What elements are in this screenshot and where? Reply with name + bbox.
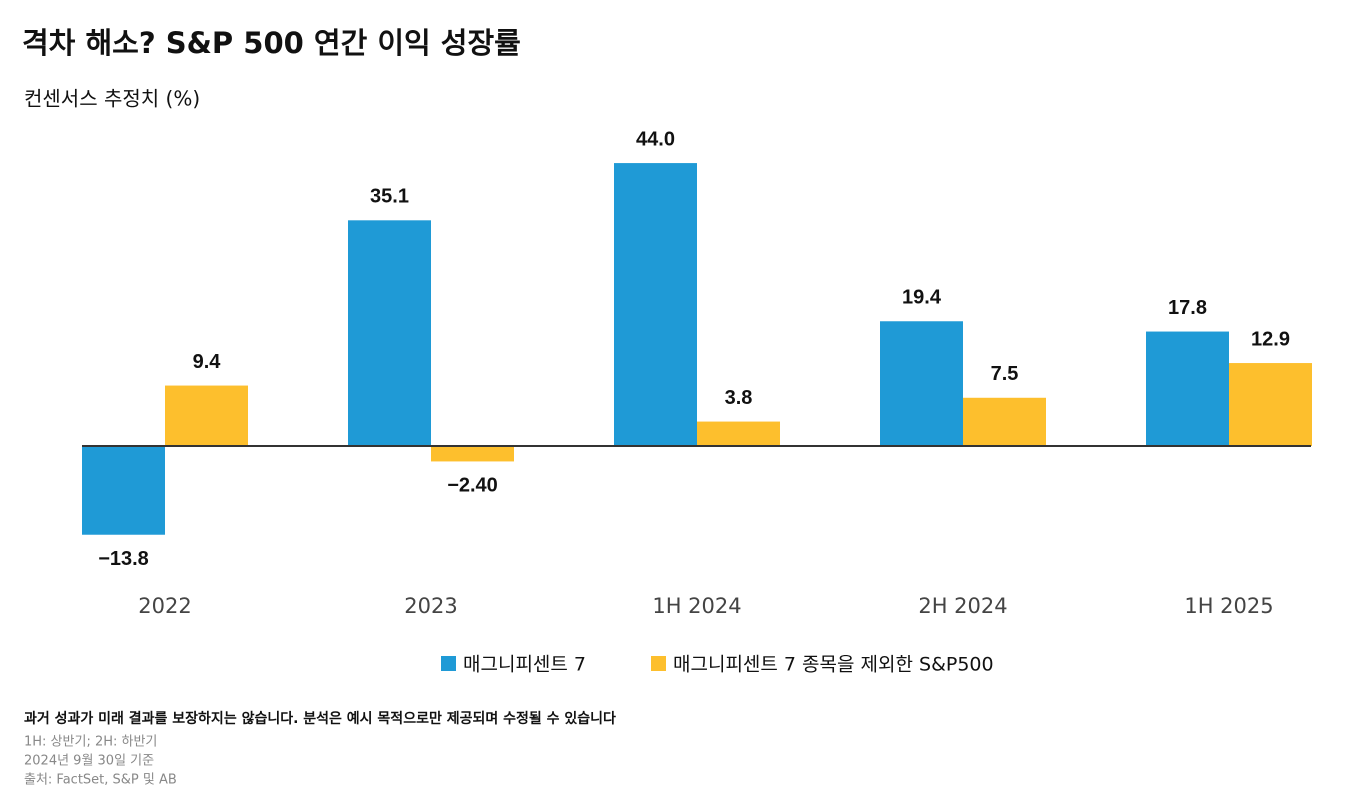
note: 2024년 9월 30일 기준 xyxy=(24,754,154,769)
legend-swatch xyxy=(441,656,456,671)
legend-label: 매그니피센트 7 종목을 제외한 S&P500 xyxy=(673,654,994,676)
x-tick-label: 2022 xyxy=(138,594,191,618)
bar xyxy=(1229,363,1312,446)
note: 출처: FactSet, S&P 및 AB xyxy=(24,773,177,788)
note: 과거 성과가 미래 결과를 보장하지는 않습니다. 분석은 예시 목적으로만 제… xyxy=(24,710,616,727)
bar xyxy=(165,385,248,446)
data-label: 9.4 xyxy=(193,351,222,373)
data-label: 7.5 xyxy=(991,363,1019,385)
bar xyxy=(1146,331,1229,446)
bar xyxy=(880,321,963,446)
data-label: −2.40 xyxy=(447,475,498,497)
bar xyxy=(82,446,165,535)
data-label: 12.9 xyxy=(1251,328,1290,350)
data-label: 17.8 xyxy=(1168,297,1207,319)
legend-label: 매그니피센트 7 xyxy=(463,654,586,676)
bar xyxy=(614,163,697,446)
data-label: 3.8 xyxy=(725,387,753,409)
x-tick-label: 1H 2024 xyxy=(652,594,741,618)
x-tick-label: 2H 2024 xyxy=(918,594,1007,618)
note: 1H: 상반기; 2H: 하반기 xyxy=(24,735,157,750)
data-label: 44.0 xyxy=(636,128,675,150)
x-tick-label: 1H 2025 xyxy=(1184,594,1273,618)
bar xyxy=(431,446,514,462)
chart-subtitle: 컨센서스 추정치 (%) xyxy=(24,87,200,111)
bar xyxy=(697,421,780,446)
legend-swatch xyxy=(651,656,666,671)
data-label: −13.8 xyxy=(98,548,149,570)
bar xyxy=(348,220,431,446)
x-tick-label: 2023 xyxy=(404,594,457,618)
data-label: 19.4 xyxy=(902,287,942,309)
bar xyxy=(963,397,1046,446)
chart-title: 격차 해소? S&P 500 연간 이익 성장률 xyxy=(22,26,521,60)
data-label: 35.1 xyxy=(370,186,409,208)
